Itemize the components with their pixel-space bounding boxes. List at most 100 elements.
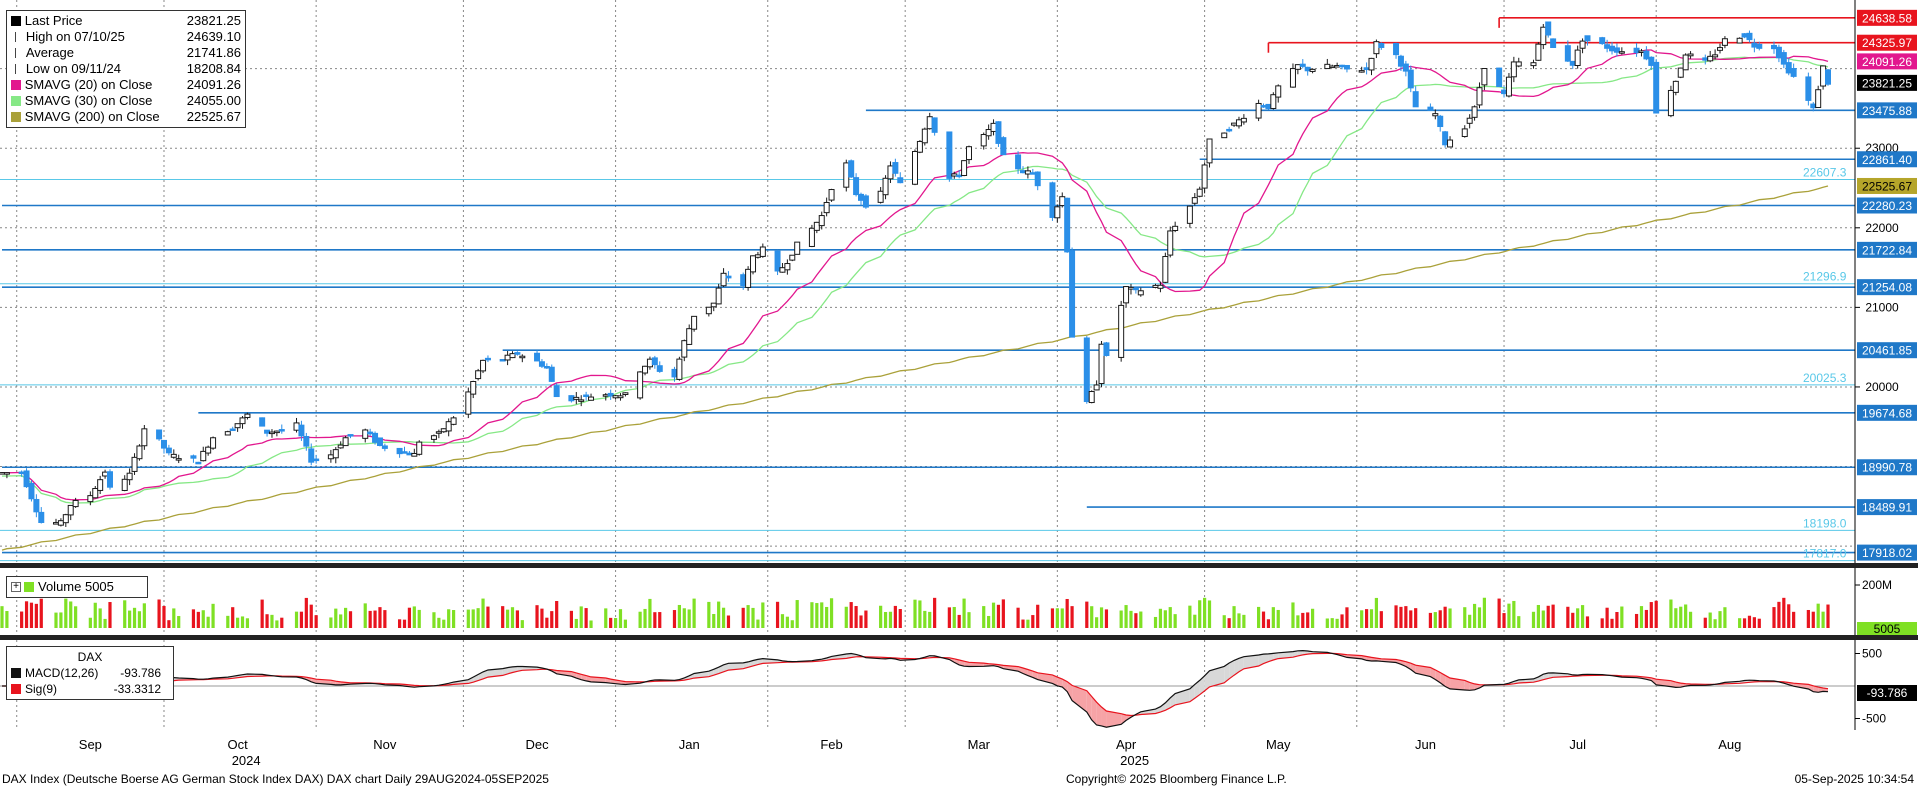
price-tag	[1857, 279, 1917, 296]
volume-bar	[59, 612, 63, 628]
candle-body	[848, 160, 855, 178]
volume-bar	[1703, 617, 1707, 628]
fib-label: 22607.3	[1803, 165, 1847, 179]
volume-bar	[1502, 613, 1506, 628]
candle-body	[1309, 68, 1316, 72]
candle-body	[1471, 106, 1478, 118]
macd-fill	[1072, 685, 1087, 712]
macd-fill	[1273, 652, 1279, 661]
volume-bar	[1124, 605, 1128, 628]
candle-body	[1447, 139, 1454, 148]
low-marker-icon	[15, 64, 22, 74]
volume-bar	[1443, 606, 1447, 628]
candle-body	[298, 424, 305, 437]
volume-bar	[309, 604, 313, 628]
volume-bar	[1688, 611, 1693, 628]
y-tick-label: 20000	[1865, 380, 1899, 394]
volume-bar	[397, 619, 402, 628]
price-tag	[1857, 197, 1917, 214]
candle-body	[244, 413, 251, 418]
price-tag-label: 23821.25	[1862, 76, 1912, 90]
volume-bar	[294, 611, 299, 628]
volume-bar	[859, 615, 863, 628]
macd-fill	[1450, 677, 1465, 691]
legend-swatch	[11, 112, 21, 122]
volume-bar	[1364, 609, 1369, 628]
candle-body	[538, 361, 545, 367]
candle-body	[18, 471, 25, 475]
macd-fill	[1155, 706, 1161, 714]
volume-bar	[761, 602, 765, 628]
candle-body	[715, 287, 722, 305]
volume-bar	[177, 616, 181, 628]
candle-body	[1334, 65, 1341, 68]
candle-body	[1501, 89, 1508, 95]
candle-body	[416, 441, 423, 455]
candle-body	[853, 177, 860, 196]
candle-body	[1093, 384, 1100, 391]
volume-bar	[1237, 613, 1241, 628]
candle-body	[1196, 188, 1203, 197]
candle-body	[367, 431, 374, 435]
volume-bar	[368, 610, 372, 628]
volume-bar	[1654, 600, 1658, 628]
volume-bar	[991, 602, 996, 628]
volume-bar	[476, 608, 480, 628]
macd-fill	[1204, 670, 1210, 691]
volume-bar	[270, 614, 274, 628]
candle-body	[1191, 197, 1198, 204]
legend-label: High on 07/10/25	[25, 29, 125, 44]
main-legend: Last Price 23821.25 High on 07/10/25 24639.…	[6, 10, 246, 128]
fib-label: 17817.0	[1803, 547, 1847, 561]
legend-swatch	[11, 80, 21, 90]
legend-value: 24639.10	[186, 29, 241, 44]
candle-body	[583, 394, 590, 398]
volume-bar	[982, 606, 986, 628]
candle-body	[961, 160, 968, 176]
candle-body	[52, 522, 59, 525]
candle-body	[1496, 67, 1503, 88]
candle-body	[293, 422, 300, 431]
volume-bar	[1409, 610, 1413, 628]
candle-body	[239, 417, 246, 425]
volume-bar	[1404, 606, 1408, 628]
volume-bar	[751, 607, 755, 628]
volume-bar	[952, 606, 956, 628]
volume-bar	[1674, 608, 1678, 628]
volume-bar	[505, 609, 510, 628]
signal-label: Sig(9)	[25, 682, 58, 696]
volume-bar	[957, 614, 961, 628]
candle-body	[1226, 128, 1233, 132]
volume-bar	[1335, 618, 1339, 628]
fib-label: 21296.9	[1803, 270, 1847, 284]
macd-fill	[1224, 663, 1230, 683]
legend-value: 22525.67	[186, 109, 241, 124]
volume-bar	[1095, 617, 1099, 628]
volume-bar	[0, 606, 4, 628]
macd-line	[2, 649, 1829, 728]
volume-bar	[1031, 615, 1035, 628]
footer-copyright: Copyright© 2025 Bloomberg Finance L.P.	[1066, 772, 1287, 786]
candle-body	[1707, 55, 1714, 62]
candle-body	[808, 227, 815, 247]
volume-bar	[1345, 607, 1349, 628]
legend-label: SMAVG (200) on Close	[24, 109, 160, 124]
volume-bar	[501, 606, 505, 628]
candle-body	[1186, 205, 1193, 224]
volume-bar	[1669, 599, 1673, 628]
candle-body	[1825, 69, 1831, 85]
volume-tag-label: 5005	[1874, 622, 1901, 636]
volume-bar	[1826, 604, 1830, 628]
plus-box-icon[interactable]: +	[11, 582, 21, 592]
macd-tick-label: 500	[1862, 647, 1882, 661]
candle-body	[1064, 197, 1071, 253]
volume-bar	[1448, 608, 1452, 628]
month-label: Feb	[820, 737, 842, 752]
candle-body	[813, 221, 820, 231]
volume-bar	[88, 617, 92, 628]
candle-body	[1412, 91, 1419, 108]
candle-body	[445, 421, 452, 432]
volume-bar	[996, 604, 1001, 628]
candle-body	[92, 488, 99, 499]
volume-bar	[24, 601, 29, 628]
